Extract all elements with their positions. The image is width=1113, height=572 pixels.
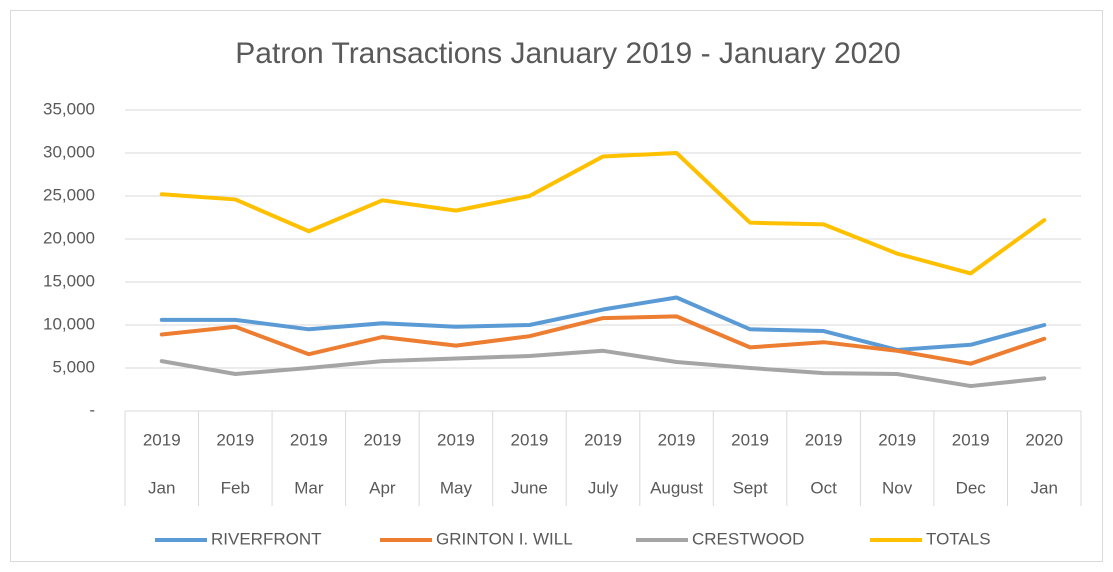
x-tick-year: 2019 [363,430,401,449]
x-tick-label: Nov [882,478,913,497]
x-tick-label: Sept [733,478,768,497]
y-tick-label: 10,000 [43,314,95,333]
legend-label: RIVERFRONT [211,529,322,548]
x-tick-label: June [511,478,548,497]
x-tick-label: Dec [956,478,987,497]
y-tick-label: 25,000 [43,185,95,204]
series-line [159,348,1047,389]
legend-label: GRINTON I. WILL [436,529,573,548]
legend-label: CRESTWOOD [692,529,804,548]
y-tick-label: 20,000 [43,228,95,247]
x-tick-label: Jan [1031,478,1058,497]
x-tick-year: 2019 [731,430,769,449]
x-tick-year: 2019 [290,430,328,449]
x-tick-label: July [588,478,619,497]
x-tick-label: Mar [294,478,324,497]
chart-border [10,10,1103,562]
legend-label: TOTALS [926,529,991,548]
y-tick-label: 5,000 [52,357,95,376]
y-tick-label: 15,000 [43,271,95,290]
x-tick-year: 2019 [805,430,843,449]
x-tick-year: 2019 [143,430,181,449]
x-tick-year: 2019 [584,430,622,449]
x-tick-label: Feb [221,478,250,497]
x-tick-label: August [650,478,703,497]
x-tick-label: Oct [810,478,837,497]
series-line [159,151,1047,276]
x-tick-year: 2019 [216,430,254,449]
x-tick-year: 2019 [952,430,990,449]
x-tick-year: 2020 [1025,430,1063,449]
x-tick-year: 2019 [658,430,696,449]
y-tick-label: 35,000 [43,99,95,118]
y-tick-label: 30,000 [43,142,95,161]
x-tick-label: Jan [148,478,175,497]
x-tick-year: 2019 [437,430,475,449]
chart-title: Patron Transactions January 2019 - Janua… [235,37,900,70]
x-tick-label: May [440,478,473,497]
x-tick-label: Apr [369,478,396,497]
x-tick-year: 2019 [511,430,549,449]
x-tick-year: 2019 [878,430,916,449]
series-line [159,314,1047,366]
y-tick-label: - [89,400,95,419]
